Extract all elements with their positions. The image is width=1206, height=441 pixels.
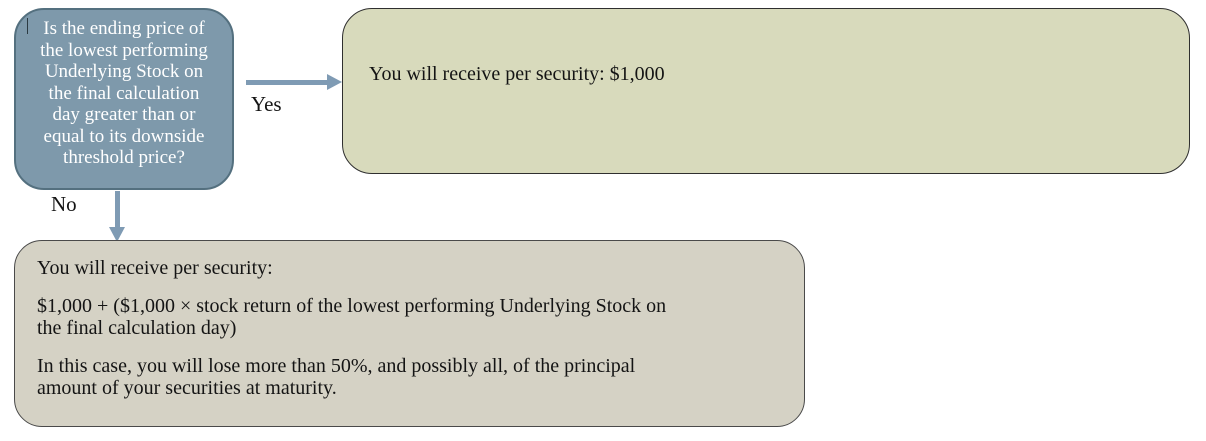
no-outcome-intro: You will receive per security: [37,257,273,279]
yes-branch-label: Yes [251,92,282,116]
no-outcome-formula: $1,000 + ($1,000 × stock return of the l… [37,295,667,339]
no-branch-label: No [51,192,77,216]
yes-arrow-shaft [246,80,328,85]
no-arrow-shaft [115,191,120,228]
no-outcome-box: You will receive per security: $1,000 + … [14,240,805,427]
text-cursor [27,18,28,34]
yes-outcome-box: You will receive per security: $1,000 [342,8,1190,174]
decision-box: Is the ending price of the lowest perfor… [14,8,234,190]
yes-arrow-head-icon [327,74,342,90]
yes-outcome-text: You will receive per security: $1,000 [369,63,665,85]
no-outcome-risk-note: In this case, you will lose more than 50… [37,355,636,399]
no-arrow-head-icon [109,227,125,242]
decision-question-text: Is the ending price of the lowest perfor… [40,18,208,168]
